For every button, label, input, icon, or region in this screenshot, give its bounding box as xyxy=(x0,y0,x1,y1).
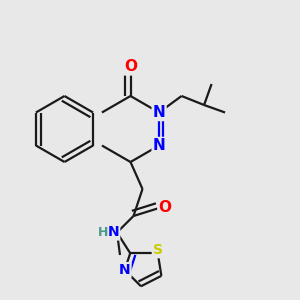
Text: O: O xyxy=(158,200,172,214)
Text: N: N xyxy=(108,226,119,239)
Text: O: O xyxy=(124,59,137,74)
Text: S: S xyxy=(153,243,163,257)
Text: N: N xyxy=(119,263,130,277)
Text: H: H xyxy=(98,226,108,239)
Text: N: N xyxy=(153,138,166,153)
Text: N: N xyxy=(153,105,166,120)
